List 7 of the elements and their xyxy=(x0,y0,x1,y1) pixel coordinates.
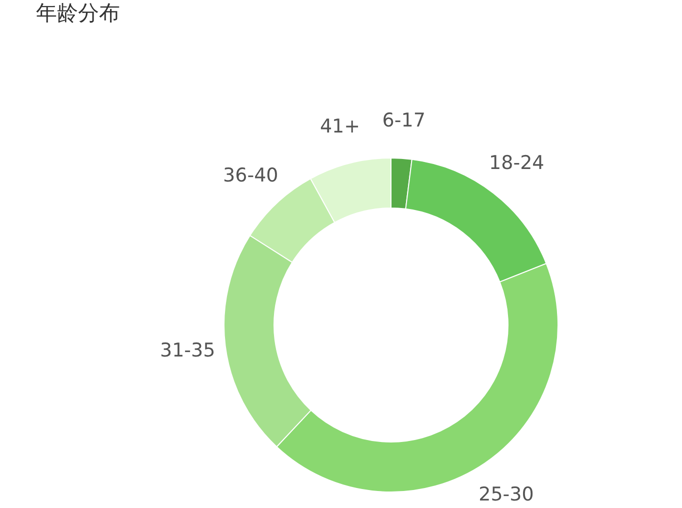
slice-label: 36-40 xyxy=(223,164,278,187)
slice-label: 41+ xyxy=(320,115,360,138)
slice-label: 18-24 xyxy=(489,152,544,174)
slice-label: 31-35 xyxy=(160,340,216,362)
slice-label: 25-30 xyxy=(478,484,534,506)
slice-label: 6-17 xyxy=(382,109,426,132)
chart-title: 年龄分布 xyxy=(36,1,120,25)
